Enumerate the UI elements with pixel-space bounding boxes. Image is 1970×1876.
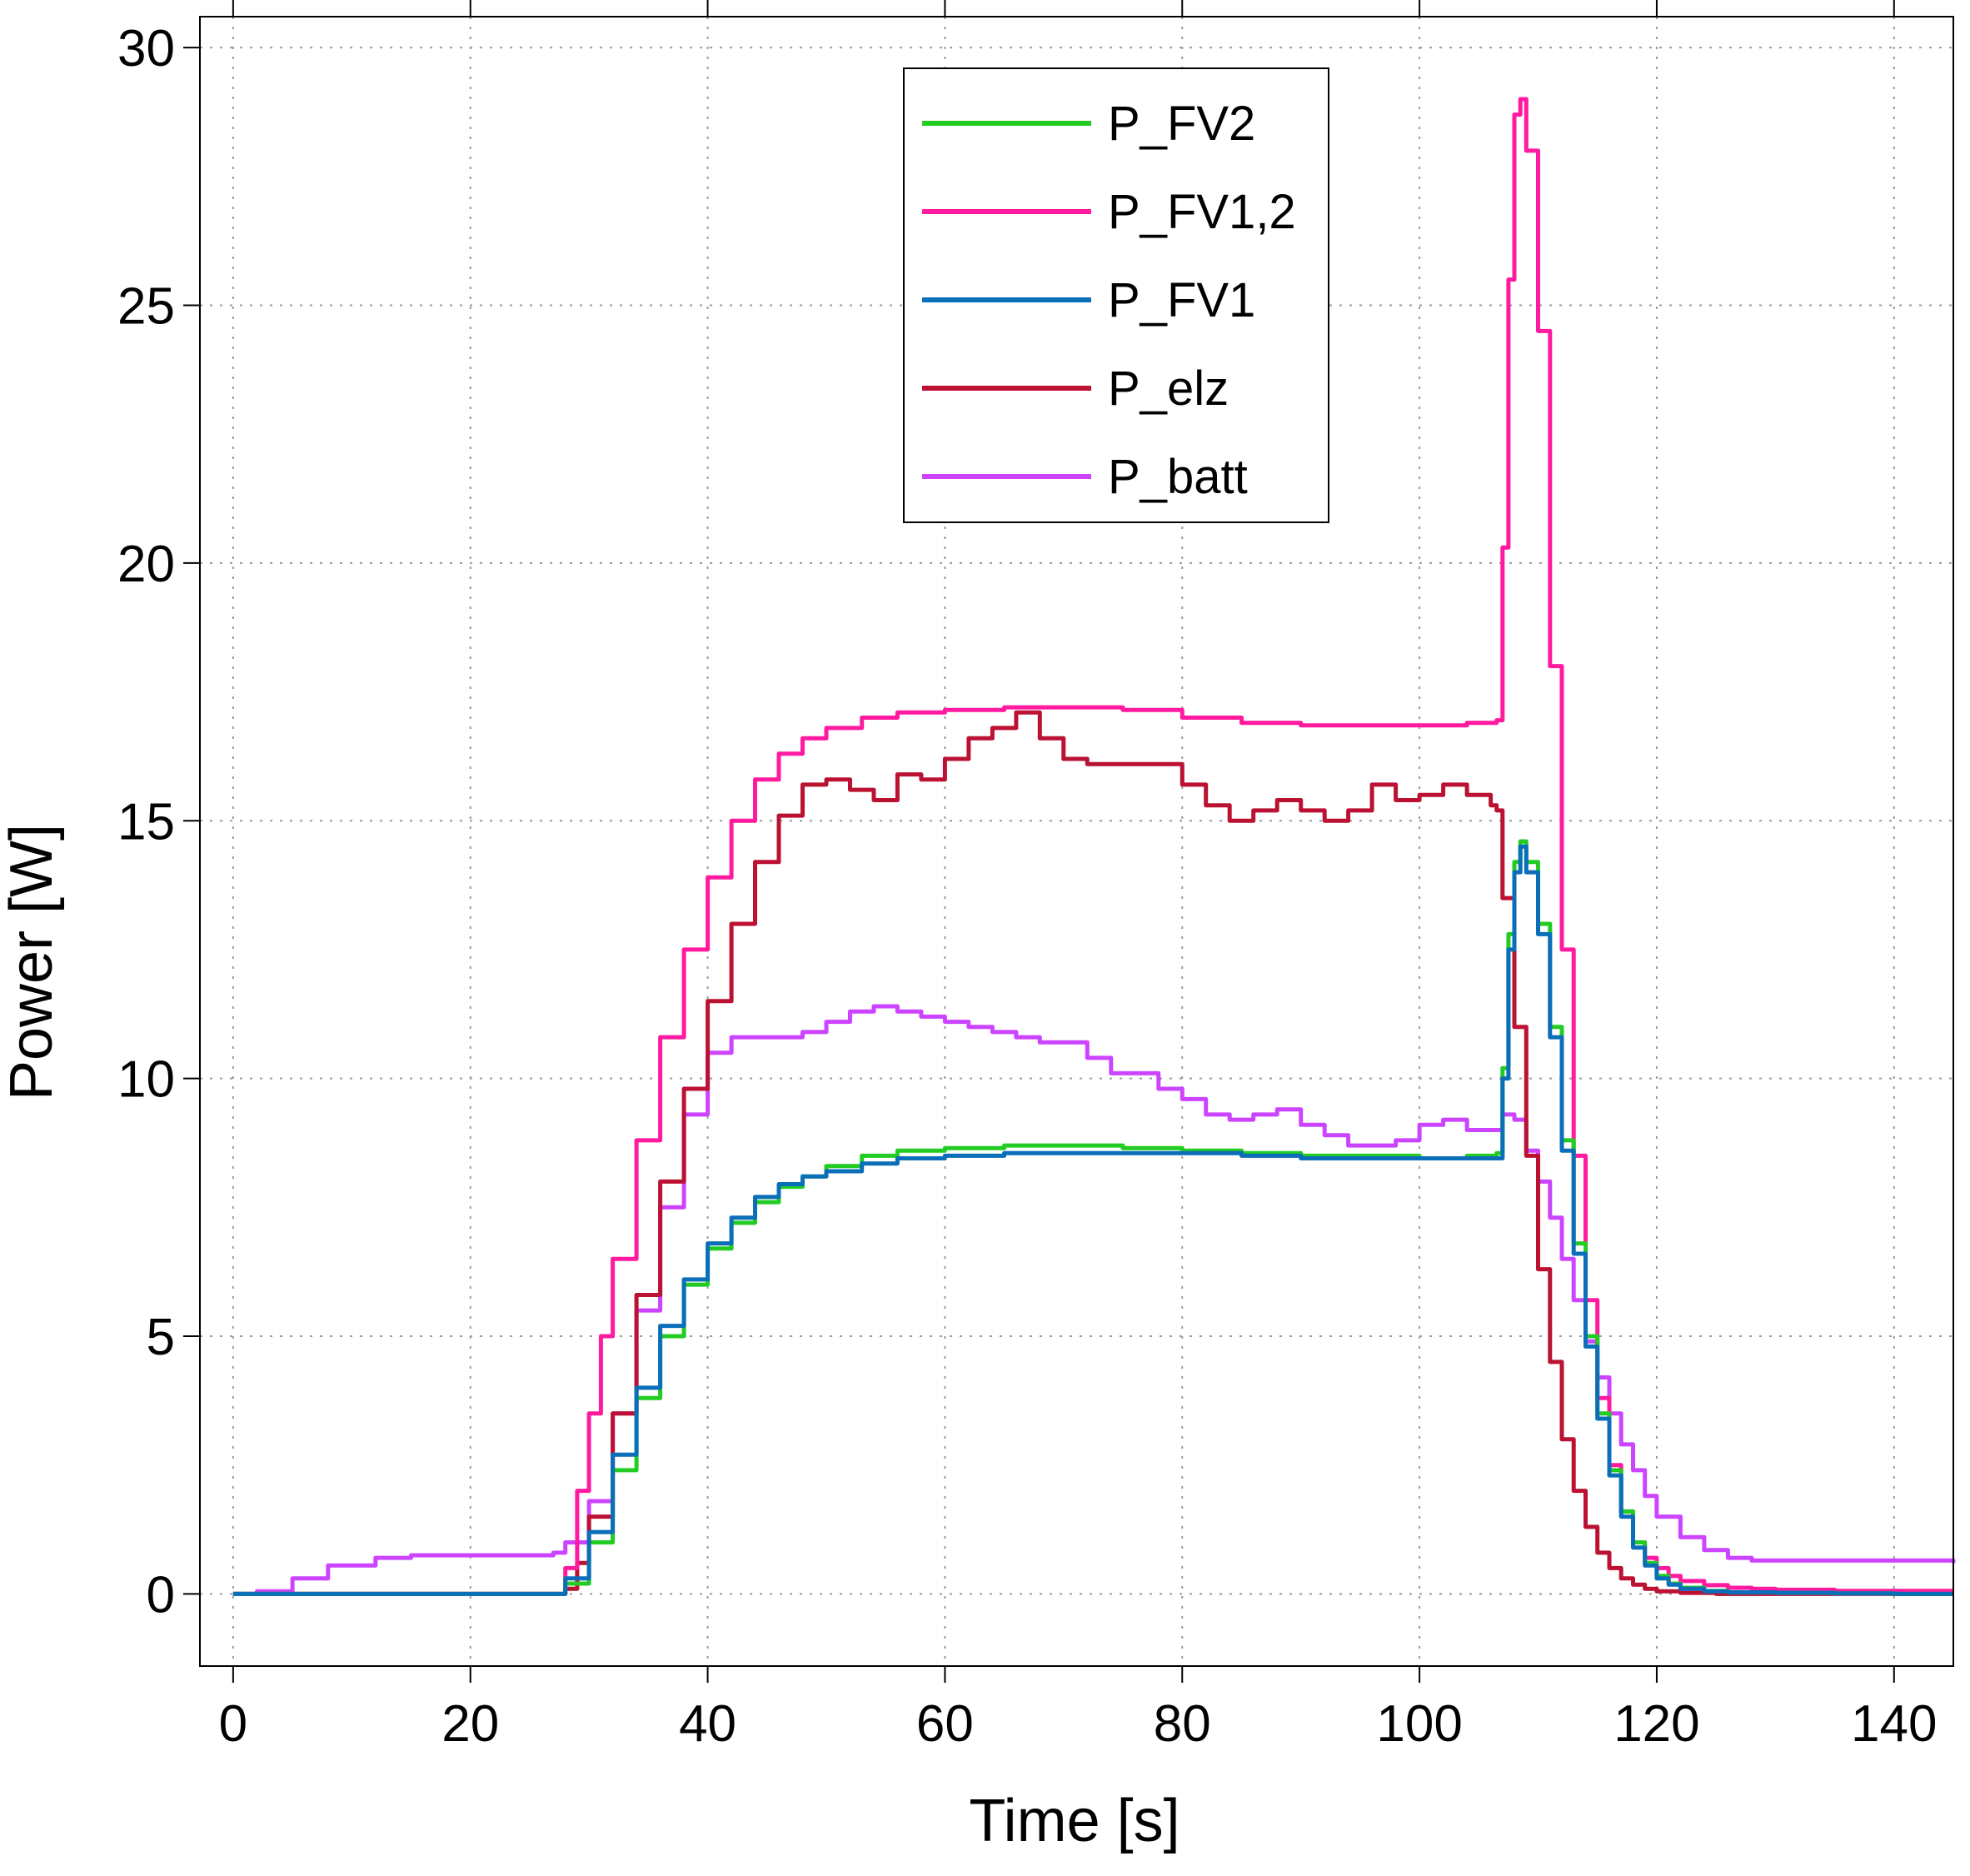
y-tick-label: 5 (147, 1309, 175, 1366)
x-tick-label: 0 (219, 1695, 247, 1753)
y-tick-label: 0 (147, 1566, 175, 1624)
x-axis-label: Time [s] (969, 1788, 1180, 1854)
legend-label: P_batt (1108, 450, 1248, 504)
y-tick-label: 30 (117, 20, 175, 77)
x-tick-label: 100 (1376, 1695, 1462, 1753)
y-tick-label: 15 (117, 793, 175, 851)
x-tick-label: 20 (441, 1695, 499, 1753)
x-tick-label: 80 (1154, 1695, 1211, 1753)
legend-label: P_elz (1108, 362, 1229, 416)
series-line-p-elz (232, 710, 1953, 1596)
series-line-p-fv2 (232, 839, 1953, 1596)
plot-frame (199, 16, 1954, 1667)
y-tick-label: 10 (117, 1051, 175, 1109)
x-tick-label: 120 (1613, 1695, 1699, 1753)
legend-label: P_FV2 (1108, 97, 1255, 151)
legend-label: P_FV1,2 (1108, 185, 1296, 239)
x-tick-label: 40 (679, 1695, 736, 1753)
series-lines (232, 97, 1956, 1596)
legend: P_FV2 P_FV1,2 P_FV1 P_elz P_batt (903, 67, 1329, 523)
legend-box (903, 67, 1329, 523)
x-tick-label: 140 (1851, 1695, 1937, 1753)
series-line-p-fv1 (232, 844, 1953, 1596)
y-axis-label: Power [W] (0, 824, 65, 1100)
y-tick-label: 25 (117, 278, 175, 336)
legend-label: P_FV1 (1108, 273, 1255, 327)
axis-ticks: 0 20 40 60 80 100 120 140 0 5 10 15 20 25 30 (117, 0, 1938, 1753)
x-tick-label: 60 (916, 1695, 974, 1753)
y-tick-label: 20 (117, 536, 175, 593)
